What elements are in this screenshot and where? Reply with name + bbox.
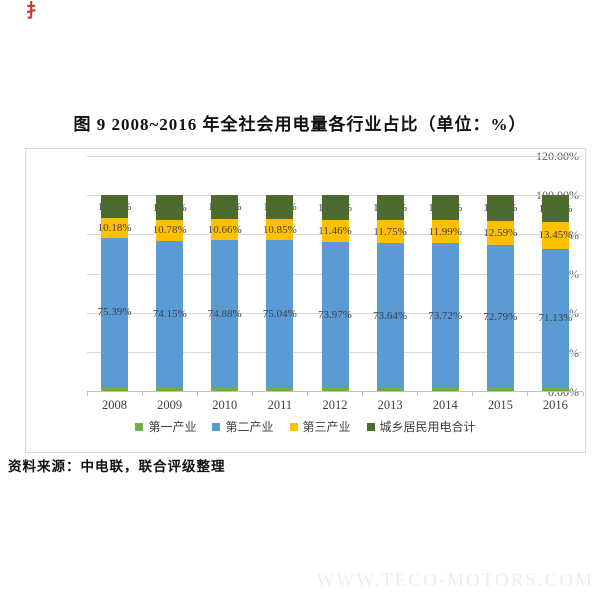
bar-segment — [101, 238, 129, 387]
bar-segment — [321, 195, 349, 220]
bar-segment — [541, 222, 569, 249]
value-label: 10.85% — [262, 223, 297, 236]
value-label: 13.45% — [538, 229, 573, 242]
value-label: 10.18% — [97, 222, 132, 235]
value-label: 10.78% — [152, 224, 187, 237]
bar-segment — [211, 195, 239, 220]
legend-item: 城乡居民用电合计 — [366, 420, 476, 434]
bar-segment — [321, 387, 349, 392]
bar-segment — [376, 220, 404, 244]
bar-segment — [156, 241, 184, 387]
legend-item: 第二产业 — [212, 420, 274, 434]
legend-label: 城乡居民用电合计 — [379, 420, 476, 434]
x-axis-tick — [306, 392, 308, 396]
legend-swatch-icon — [212, 423, 221, 431]
bar-segment — [211, 240, 239, 388]
bar-segment — [431, 243, 459, 389]
legend-swatch-icon — [289, 423, 298, 431]
chart-container: 0.00%20.00%40.00%60.00%80.00%100.00%120.… — [25, 148, 586, 453]
value-label: 12.59% — [483, 226, 518, 239]
watermark: WWW.TECO-MOTORS.COM — [316, 570, 594, 591]
x-axis-tick — [196, 392, 198, 396]
value-label: 75.04% — [262, 307, 297, 320]
legend-label: 第三产业 — [302, 420, 351, 434]
value-label: 75.39% — [97, 306, 132, 319]
x-axis-label: 2011 — [267, 398, 293, 412]
x-axis-tick — [362, 392, 364, 396]
plot-area: 75.39%10.18%11.63%74.15%10.78%12.49%74.8… — [86, 155, 584, 396]
x-axis-tick — [86, 392, 88, 396]
value-label: 73.97% — [318, 309, 352, 322]
x-axis-label: 2010 — [212, 398, 238, 412]
x-axis-tick — [251, 392, 253, 396]
bar-segment — [486, 245, 514, 389]
value-label: 73.64% — [373, 309, 408, 322]
x-axis-label: 2009 — [157, 398, 183, 412]
value-label: 11.99% — [428, 225, 462, 238]
x-axis-tick — [527, 392, 529, 396]
legend-label: 第一产业 — [148, 420, 197, 434]
chart-title: 图 9 2008~2016 年全社会用电量各行业占比（单位：%） — [73, 115, 527, 134]
bar-segment — [266, 218, 294, 241]
bar-segment — [321, 219, 349, 243]
bar-segment — [541, 195, 569, 223]
value-label: 10.66% — [207, 223, 242, 236]
bar-segment — [211, 387, 239, 392]
x-axis-tick — [582, 392, 584, 396]
value-label: 74.15% — [152, 308, 187, 320]
x-axis-label: 2013 — [377, 398, 403, 412]
legend-swatch-icon — [135, 423, 144, 431]
bar-segment — [156, 195, 184, 220]
gridline — [87, 155, 583, 157]
red-stamp-mark: 扌 — [26, 1, 44, 21]
legend-item: 第三产业 — [289, 420, 351, 434]
x-axis-label: 2015 — [487, 398, 513, 412]
bar-segment — [486, 220, 514, 246]
bar-segment — [431, 195, 459, 220]
bar-segment — [101, 218, 129, 239]
x-axis-label: 2012 — [322, 398, 348, 412]
bar-segment — [156, 219, 184, 242]
bar-segment — [321, 242, 349, 388]
value-label: 71.13% — [538, 312, 573, 325]
x-axis-line — [87, 391, 583, 392]
x-axis-label: 2014 — [432, 398, 458, 412]
legend-label: 第二产业 — [225, 420, 274, 434]
bar-segment — [376, 243, 404, 389]
bar-segment — [486, 195, 514, 221]
bar-segment — [486, 388, 514, 392]
bar-segment — [431, 388, 459, 392]
value-label: 11.46% — [318, 225, 352, 238]
value-label: 11.75% — [373, 225, 407, 238]
bar-segment — [101, 386, 129, 392]
bar-segment — [431, 219, 459, 244]
gridline — [87, 194, 583, 196]
x-axis-label: 2008 — [102, 398, 128, 412]
x-axis-tick — [472, 392, 474, 396]
bar-segment — [211, 219, 239, 241]
bar-segment — [266, 240, 294, 388]
bar-segment — [266, 387, 294, 392]
legend: 第一产业 第二产业 第三产业 城乡居民用电合计 — [26, 420, 585, 434]
bar-segment — [376, 388, 404, 392]
bar-segment — [266, 195, 294, 219]
value-label: 74.88% — [207, 307, 242, 320]
bar-segment — [101, 195, 129, 219]
x-axis-tick — [141, 392, 143, 396]
x-axis-tick — [417, 392, 419, 396]
source-note: 资料来源：中电联，联合评级整理 — [8, 459, 226, 474]
value-label: 72.79% — [483, 310, 518, 323]
bar-segment — [376, 195, 404, 221]
legend-swatch-icon — [366, 423, 375, 431]
x-axis-label: 2016 — [542, 398, 568, 412]
bar-segment — [541, 248, 569, 389]
bar-segment — [541, 388, 569, 392]
legend-item: 第一产业 — [135, 420, 196, 434]
value-label: 73.72% — [428, 309, 463, 322]
bar-segment — [156, 386, 184, 392]
